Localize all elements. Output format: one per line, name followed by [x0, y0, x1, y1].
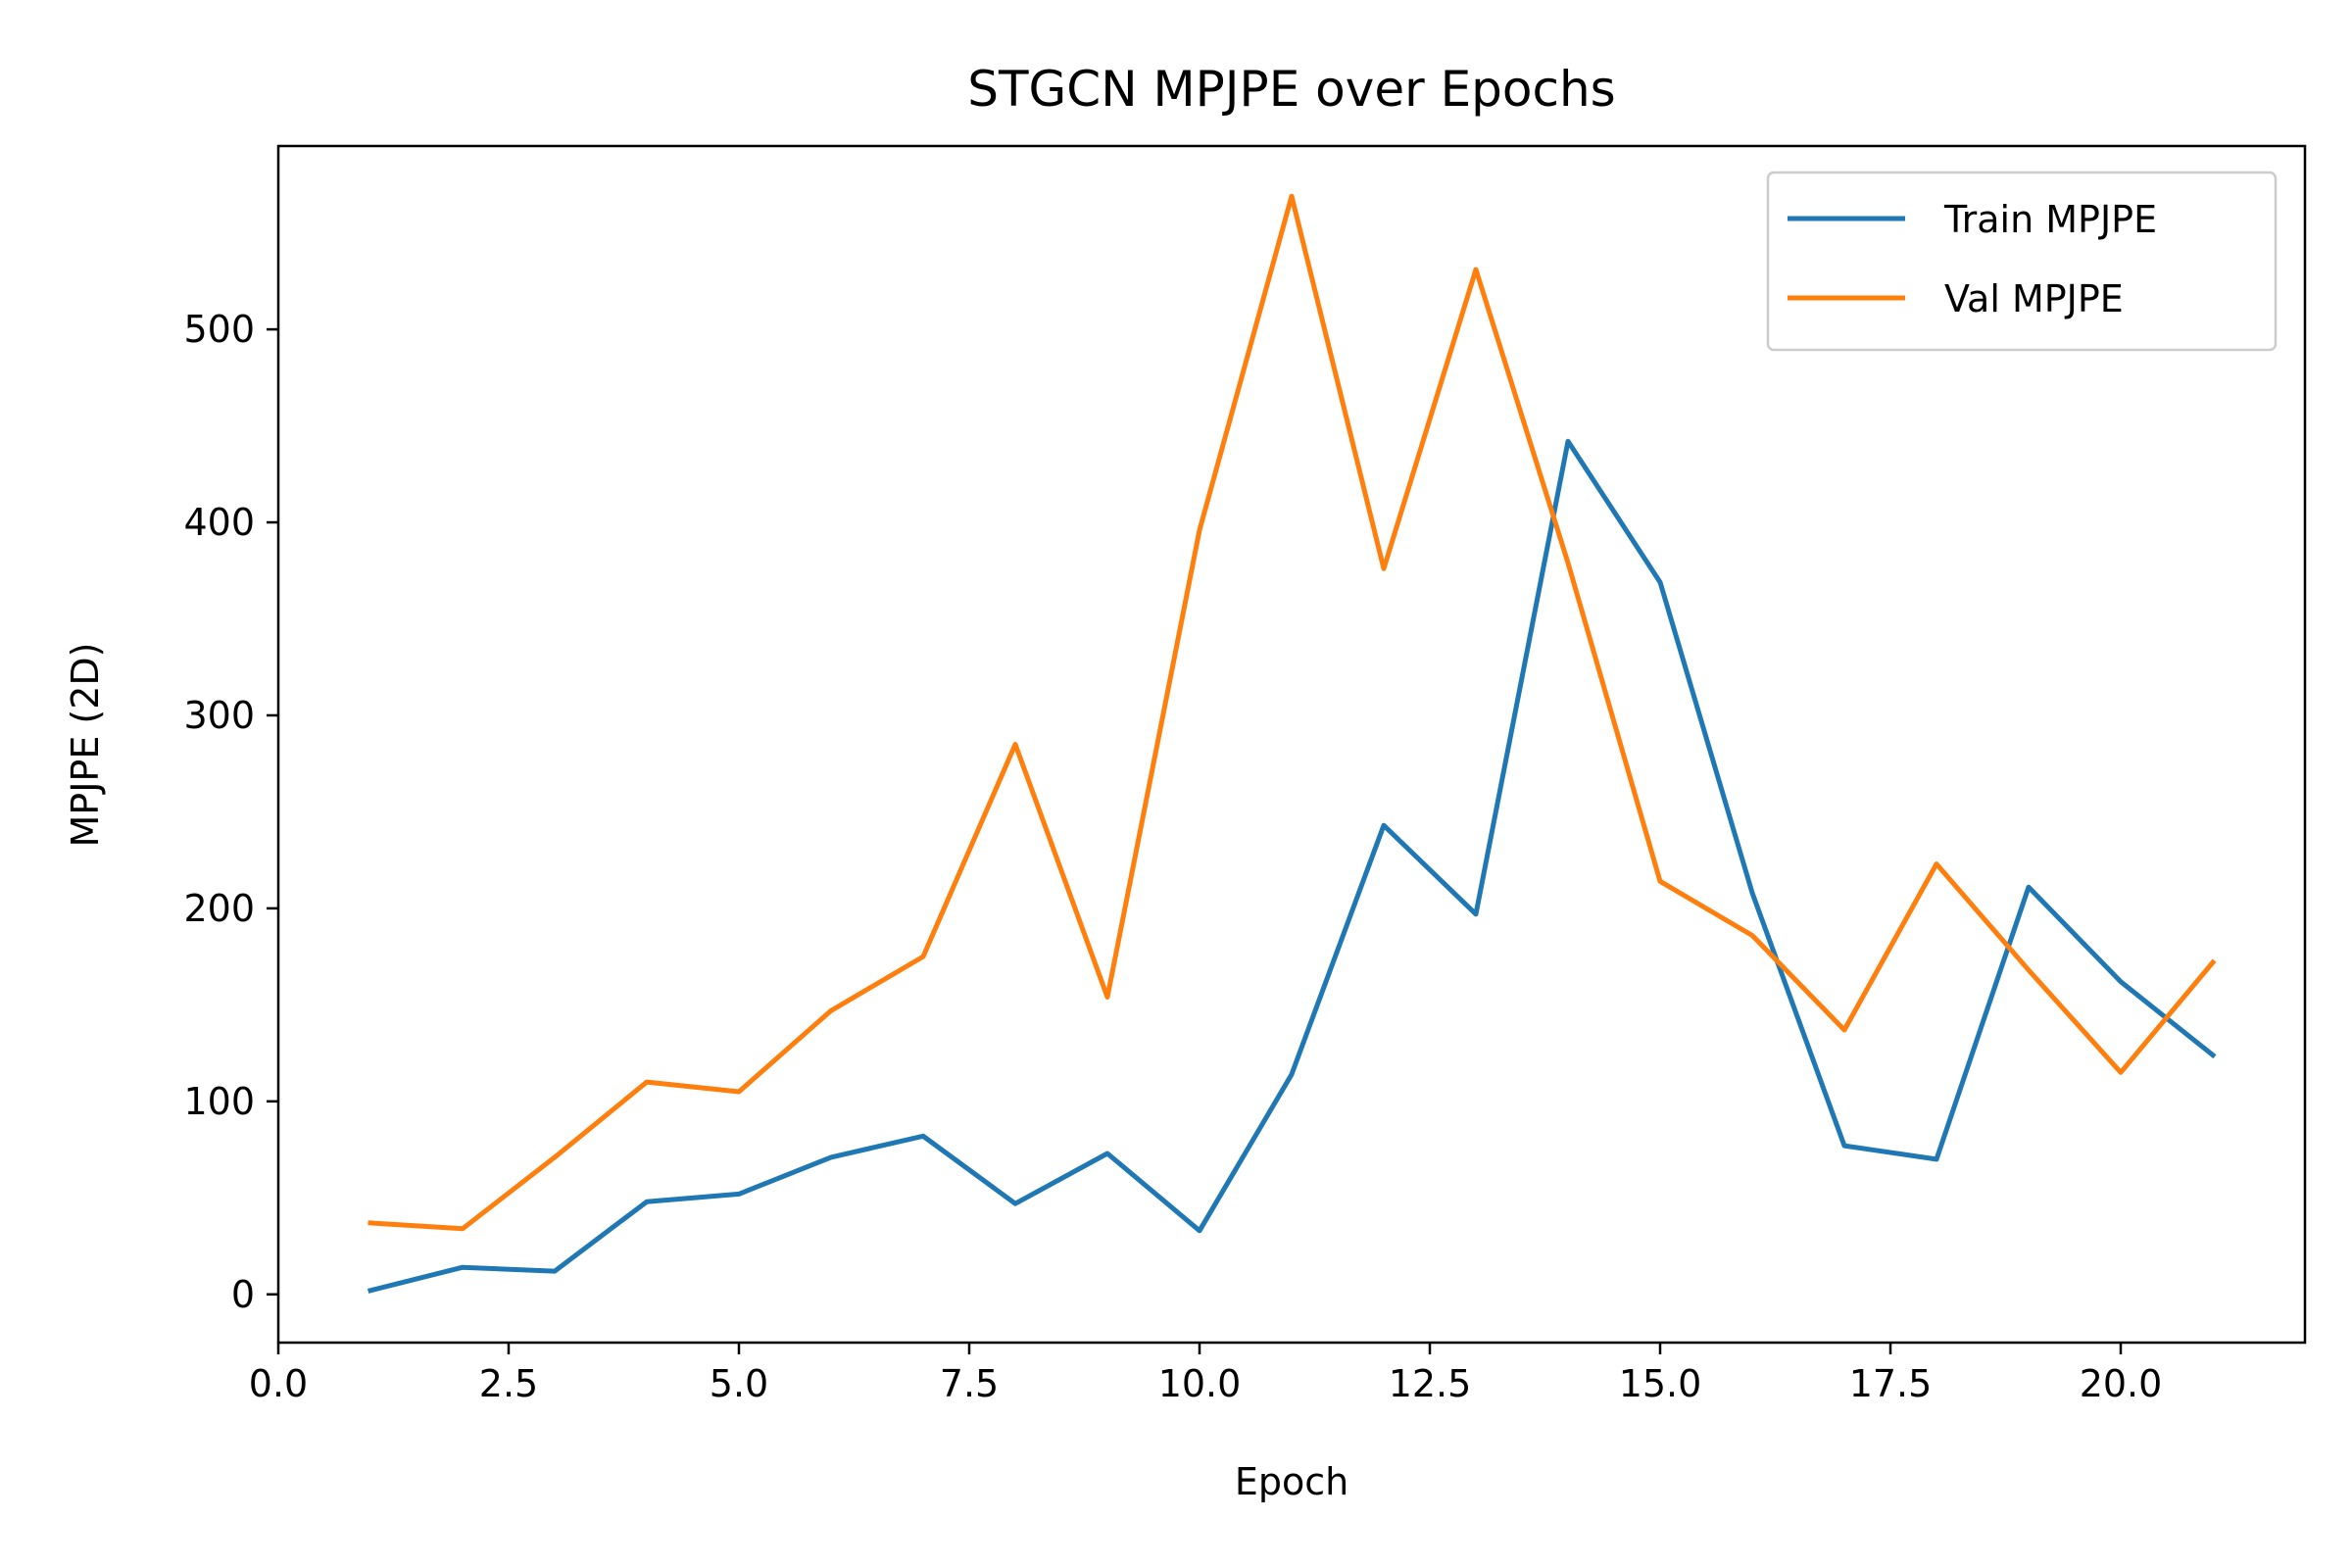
x-tick-label: 20.0 — [2080, 1362, 2163, 1405]
x-tick-label: 15.0 — [1619, 1362, 1702, 1405]
y-tick-label: 500 — [183, 308, 255, 351]
y-axis-title: MPJPE (2D) — [64, 643, 107, 848]
y-axis: 0 100 200 300 400 500 — [183, 308, 278, 1316]
x-tick-label: 2.5 — [479, 1362, 538, 1405]
chart-title: STGCN MPJPE over Epochs — [967, 61, 1615, 118]
x-tick-label: 17.5 — [1849, 1362, 1933, 1405]
legend-label-val: Val MPJPE — [1944, 277, 2124, 320]
y-tick-label: 200 — [183, 887, 255, 930]
y-tick-label: 300 — [183, 694, 255, 737]
x-tick-label: 7.5 — [940, 1362, 999, 1405]
x-axis-title: Epoch — [1235, 1460, 1348, 1503]
y-tick-label: 400 — [183, 501, 255, 544]
x-tick-label: 5.0 — [710, 1362, 768, 1405]
series-line-train-mpjpe — [367, 438, 2217, 1294]
x-tick-label: 0.0 — [249, 1362, 308, 1405]
x-tick-label: 12.5 — [1389, 1362, 1472, 1405]
legend: Train MPJPE Val MPJPE — [1766, 171, 2278, 352]
plot-frame — [276, 144, 2307, 1345]
x-axis: 0.0 2.5 5.0 7.5 10.0 12.5 15.0 17.5 20.0 — [249, 1343, 2163, 1405]
y-tick-label: 100 — [183, 1080, 255, 1123]
series-layer — [367, 193, 2217, 1294]
legend-label-train: Train MPJPE — [1943, 198, 2157, 241]
series-line-val-mpjpe — [368, 193, 2217, 1232]
x-tick-label: 10.0 — [1158, 1362, 1242, 1405]
y-tick-label: 0 — [231, 1273, 255, 1316]
